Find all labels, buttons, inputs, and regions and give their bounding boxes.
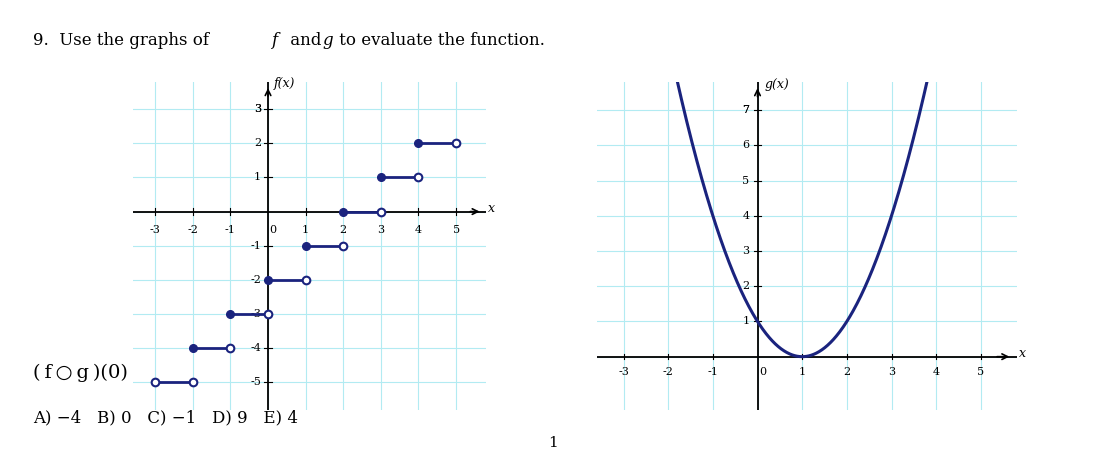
Text: 4: 4: [743, 211, 749, 221]
Text: 1: 1: [302, 225, 309, 235]
Text: -2: -2: [251, 275, 261, 285]
Text: 0: 0: [269, 225, 276, 235]
Text: -3: -3: [251, 309, 261, 319]
Text: 1: 1: [799, 367, 806, 377]
Text: -1: -1: [225, 225, 235, 235]
Text: 5: 5: [453, 225, 460, 235]
Text: 1: 1: [548, 436, 557, 450]
Text: g: g: [323, 32, 334, 49]
Text: 3: 3: [888, 367, 895, 377]
Text: -1: -1: [707, 367, 718, 377]
Text: 2: 2: [254, 138, 261, 148]
Text: x: x: [488, 202, 495, 215]
Text: -3: -3: [618, 367, 629, 377]
Text: 2: 2: [339, 225, 347, 235]
Text: -2: -2: [188, 225, 198, 235]
Text: ( f ○ g )(0): ( f ○ g )(0): [33, 364, 128, 382]
Text: -2: -2: [663, 367, 674, 377]
Text: -5: -5: [251, 377, 261, 387]
Text: 5: 5: [977, 367, 985, 377]
Text: 2: 2: [843, 367, 851, 377]
Text: A) −4   B) 0   C) −1   D) 9   E) 4: A) −4 B) 0 C) −1 D) 9 E) 4: [33, 410, 298, 426]
Text: 9.  Use the graphs of: 9. Use the graphs of: [33, 32, 214, 49]
Text: 1: 1: [254, 172, 261, 182]
Text: -4: -4: [251, 343, 261, 353]
Text: f: f: [271, 32, 277, 49]
Text: -3: -3: [150, 225, 160, 235]
Text: 6: 6: [743, 140, 749, 150]
Text: and: and: [285, 32, 327, 49]
Text: 3: 3: [254, 104, 261, 114]
Text: 3: 3: [254, 104, 261, 114]
Text: 2: 2: [743, 281, 749, 291]
Text: 3: 3: [377, 225, 385, 235]
Text: g(x): g(x): [765, 78, 789, 91]
Text: 4: 4: [933, 367, 939, 377]
Text: to evaluate the function.: to evaluate the function.: [334, 32, 545, 49]
Text: 0: 0: [759, 367, 767, 377]
Text: x: x: [1019, 347, 1025, 360]
Text: 7: 7: [743, 105, 749, 115]
Text: 3: 3: [743, 246, 749, 256]
Text: -1: -1: [251, 241, 261, 251]
Text: 7: 7: [743, 105, 749, 115]
Text: 5: 5: [743, 176, 749, 186]
Text: f(x): f(x): [274, 77, 295, 91]
Text: 4: 4: [414, 225, 422, 235]
Text: 1: 1: [743, 316, 749, 326]
